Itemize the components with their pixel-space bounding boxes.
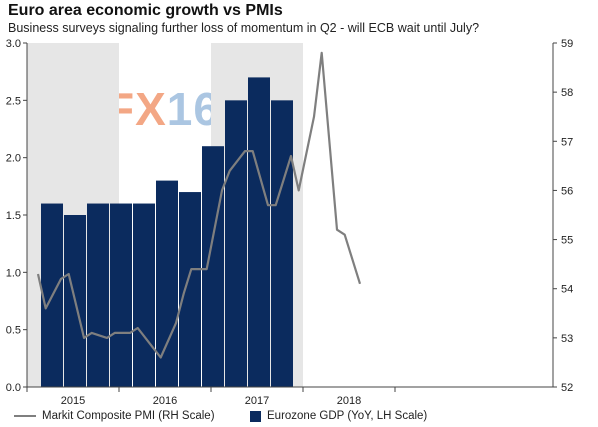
left-tick-label: 0.0 — [6, 382, 21, 394]
x-year-label: 2015 — [61, 395, 85, 407]
right-tick-label: 52 — [561, 382, 573, 394]
legend-bar-swatch — [250, 410, 261, 422]
left-tick-label: 1.0 — [6, 267, 21, 279]
right-tick-label: 57 — [561, 136, 573, 148]
right-tick-label: 58 — [561, 87, 573, 99]
legend-line-label: Markit Composite PMI (RH Scale) — [42, 410, 215, 422]
legend-line-entry: Markit Composite PMI (RH Scale) — [14, 410, 215, 422]
x-year-label: 2018 — [337, 395, 361, 407]
x-year-label: 2017 — [245, 395, 269, 407]
right-tick-label: 54 — [561, 284, 573, 296]
left-tick-label: 1.5 — [6, 210, 21, 222]
gdp-bars — [41, 77, 293, 388]
legend-bar-label: Eurozone GDP (YoY, LH Scale) — [267, 410, 428, 422]
gdp-bar — [202, 146, 224, 387]
gdp-bar — [87, 203, 109, 387]
axes: 0.0 0.5 1.0 1.5 2.0 2.5 3.0 52 53 54 55 56 57 58 59 201… — [6, 38, 574, 407]
gdp-bar — [133, 203, 155, 387]
gdp-bar — [248, 77, 270, 388]
x-year-label: 2016 — [153, 395, 177, 407]
right-tick-label: 56 — [561, 185, 573, 197]
chart-title: Euro area economic growth vs PMIs — [8, 2, 283, 19]
gdp-bar — [271, 100, 293, 387]
gdp-bar — [225, 100, 247, 387]
legend-bar-entry: Eurozone GDP (YoY, LH Scale) — [250, 410, 427, 422]
left-tick-label: 2.0 — [6, 153, 21, 165]
gdp-bar — [110, 203, 132, 387]
right-tick-label: 53 — [561, 333, 573, 345]
pmi-line-path — [36, 51, 362, 359]
legend-line-swatch — [14, 415, 36, 417]
chart-subtitle: Business surveys signaling further loss … — [8, 21, 480, 35]
gdp-bar — [179, 192, 201, 387]
pmi-line — [36, 51, 362, 359]
left-tick-label: 3.0 — [6, 38, 21, 50]
right-tick-label: 55 — [561, 235, 573, 247]
right-tick-label: 59 — [561, 38, 573, 50]
gdp-bar — [156, 180, 178, 387]
left-tick-label: 0.5 — [6, 325, 21, 337]
left-tick-label: 2.5 — [6, 95, 21, 107]
